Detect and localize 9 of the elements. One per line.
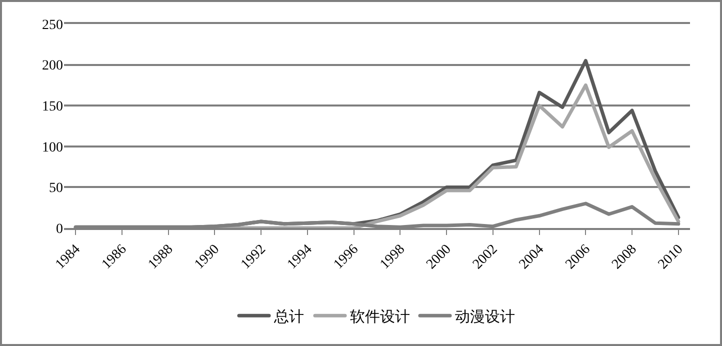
y-tick-label: 0 [56, 222, 63, 237]
y-tick-label: 200 [42, 58, 63, 74]
legend-label: 动漫设计 [455, 308, 515, 326]
y-tick-label: 100 [42, 140, 63, 156]
y-tick-label: 250 [42, 18, 63, 33]
legend-label: 软件设计 [350, 308, 410, 326]
y-tick-label: 150 [42, 100, 63, 114]
legend-label: 总计 [273, 308, 304, 326]
y-tick-label: 50 [49, 181, 63, 196]
